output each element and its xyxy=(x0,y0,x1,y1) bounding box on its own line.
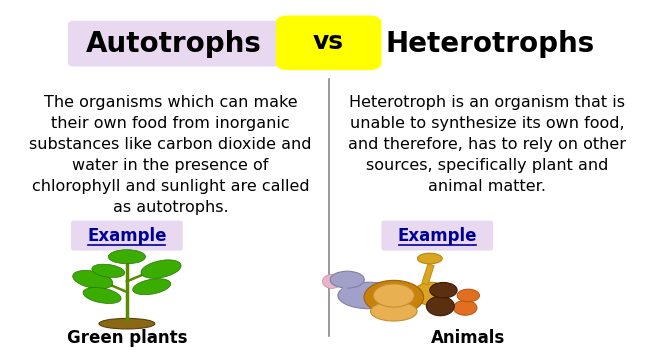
Text: Heterotrophs: Heterotrophs xyxy=(385,30,595,58)
FancyBboxPatch shape xyxy=(276,16,381,70)
Text: Example: Example xyxy=(87,226,166,245)
Text: The organisms which can make
their own food from inorganic
substances like carbo: The organisms which can make their own f… xyxy=(29,95,312,215)
Text: Animals: Animals xyxy=(431,329,506,347)
Ellipse shape xyxy=(414,282,448,305)
Ellipse shape xyxy=(141,260,181,278)
FancyBboxPatch shape xyxy=(381,221,493,251)
Circle shape xyxy=(373,284,414,307)
Ellipse shape xyxy=(99,318,155,329)
Ellipse shape xyxy=(73,271,113,289)
Circle shape xyxy=(364,280,424,314)
Ellipse shape xyxy=(330,271,364,288)
Text: vs: vs xyxy=(313,30,344,54)
Ellipse shape xyxy=(108,250,145,264)
FancyBboxPatch shape xyxy=(68,21,279,66)
Polygon shape xyxy=(422,264,434,285)
Ellipse shape xyxy=(133,279,171,295)
Ellipse shape xyxy=(426,296,455,316)
Ellipse shape xyxy=(453,300,477,315)
Ellipse shape xyxy=(371,302,417,321)
Ellipse shape xyxy=(338,282,400,309)
Text: Green plants: Green plants xyxy=(67,329,187,347)
Text: Example: Example xyxy=(398,226,477,245)
Ellipse shape xyxy=(92,264,124,278)
Circle shape xyxy=(457,289,479,302)
Ellipse shape xyxy=(322,274,341,289)
Text: Autotrophs: Autotrophs xyxy=(86,30,261,58)
Circle shape xyxy=(430,283,457,298)
FancyBboxPatch shape xyxy=(71,221,183,251)
Text: Heterotroph is an organism that is
unable to synthesize its own food,
and theref: Heterotroph is an organism that is unabl… xyxy=(348,95,626,194)
Ellipse shape xyxy=(83,288,121,304)
Ellipse shape xyxy=(417,253,442,264)
